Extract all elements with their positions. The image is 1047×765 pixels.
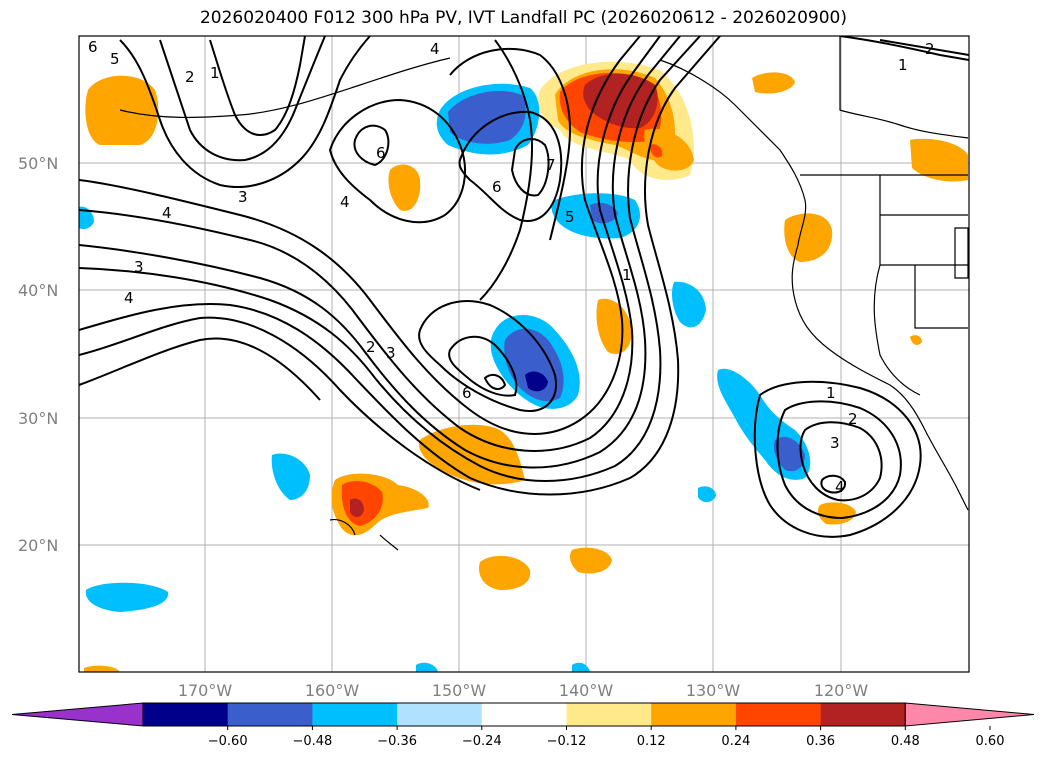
colorbar-tick-label: 0.60 [976, 734, 1005, 749]
lon-label: 150°W [432, 681, 487, 700]
colorbar-frame [142, 702, 906, 727]
contour-label: 5 [565, 208, 575, 226]
longitude-labels: 170°W 160°W 150°W 140°W 130°W 120°W [178, 681, 869, 700]
colorbar-tick-label: −0.48 [292, 734, 332, 749]
colorbar-tick-label: 0.12 [637, 734, 666, 749]
contour-label: 4 [430, 40, 440, 58]
colorbar-segment [566, 703, 652, 726]
contour-label: 2 [185, 68, 195, 86]
colorbar-tick-label: 0.36 [806, 734, 835, 749]
contour-labels: 6 5 2 1 3 4 3 4 6 4 6 7 5 1 2 3 6 1 2 3 … [88, 38, 935, 496]
latitude-labels: 50°N 40°N 30°N 20°N [18, 154, 58, 555]
colorbar-extend-max [904, 702, 1035, 727]
colorbar-segment [312, 703, 398, 726]
contour-label: 4 [162, 204, 172, 222]
lat-label: 40°N [18, 281, 58, 300]
contour-label: 6 [88, 38, 98, 56]
contour-label: 1 [898, 56, 908, 74]
contour-label: 6 [376, 144, 386, 162]
colorbar-segment [227, 703, 313, 726]
contour-label: 4 [124, 289, 134, 307]
colorbar: −0.60 −0.48 −0.36 −0.24 −0.12 0.12 0.24 0.36 0.4… [11, 702, 1035, 749]
colorbar-tick-label: −0.12 [547, 734, 587, 749]
map-title: 2026020400 F012 300 hPa PV, IVT Landfall… [199, 8, 847, 28]
contour-label: 3 [134, 258, 144, 276]
lon-label: 140°W [559, 681, 614, 700]
contour-label: 7 [546, 156, 556, 174]
lon-label: 160°W [305, 681, 360, 700]
pv-contours [79, 36, 969, 538]
contour-label: 6 [462, 384, 472, 402]
lat-label: 30°N [18, 409, 58, 428]
colorbar-segment [735, 703, 822, 726]
colorbar-segment [143, 703, 229, 726]
contour-label: 2 [925, 40, 935, 58]
map-frame [78, 35, 970, 673]
contour-label: 3 [830, 434, 840, 452]
colorbar-segment [651, 703, 737, 726]
colorbar-tick-label: −0.36 [377, 734, 417, 749]
colorbar-tick-label: −0.60 [208, 734, 248, 749]
contour-label: 2 [366, 338, 376, 356]
colorbar-segment [397, 703, 483, 726]
contour-label: 3 [386, 344, 396, 362]
contour-label: 5 [110, 50, 120, 68]
contour-label: 1 [210, 64, 220, 82]
lat-label: 50°N [18, 154, 58, 173]
contour-label: 4 [340, 193, 350, 211]
colorbar-segment [820, 703, 906, 726]
lat-label: 20°N [18, 536, 58, 555]
contour-label: 3 [238, 188, 248, 206]
lon-label: 120°W [814, 681, 869, 700]
contour-label: 2 [848, 410, 858, 428]
contour-label: 1 [622, 266, 632, 284]
colorbar-extend-min [11, 702, 144, 727]
filled-anomalies [79, 61, 968, 672]
lon-label: 170°W [178, 681, 233, 700]
colorbar-segment [481, 703, 567, 726]
contour-label: 6 [492, 178, 502, 196]
colorbar-tick-label: 0.48 [891, 734, 920, 749]
contour-label: 4 [835, 478, 845, 496]
lon-label: 130°W [686, 681, 741, 700]
colorbar-tick-label: 0.24 [721, 734, 750, 749]
colorbar-tick-label: −0.24 [462, 734, 502, 749]
coastlines [119, 36, 969, 551]
contour-label: 1 [826, 384, 836, 402]
